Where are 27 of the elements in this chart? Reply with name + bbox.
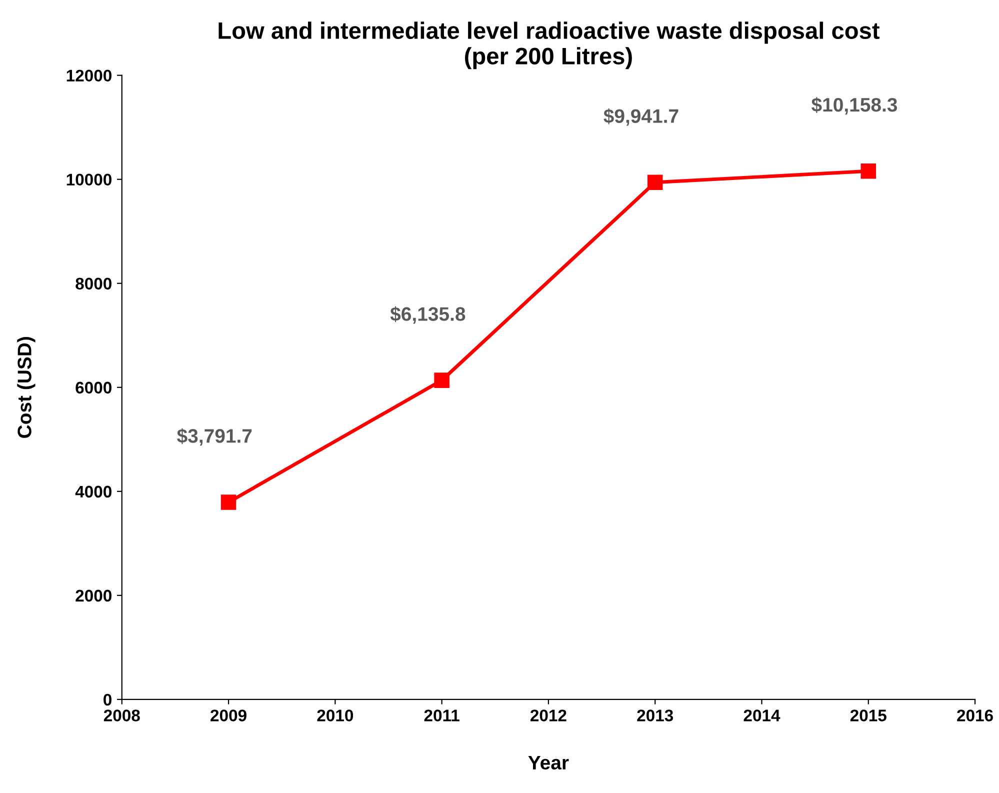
data-label: $9,941.7 <box>604 108 678 126</box>
point <box>220 494 236 510</box>
y-tick-label: 12000 <box>66 70 112 82</box>
y-axis-title: Cost (USD) <box>17 337 36 438</box>
y-tick-label: 6000 <box>76 382 112 394</box>
y-tick-label: 10000 <box>66 174 112 186</box>
data-label: $10,158.3 <box>812 97 898 115</box>
chart-title: Low and intermediate level radioactive waste disposal cost (per 200 Litres) <box>218 22 880 70</box>
x-tick-label: 2013 <box>637 710 674 722</box>
x-tick-label: 2009 <box>210 710 246 722</box>
data-label: $6,135.8 <box>390 306 466 324</box>
x-tick-label: 2010 <box>317 710 354 722</box>
point <box>434 372 450 388</box>
x-tick-label: 2008 <box>104 710 140 722</box>
x-tick-label: 2015 <box>850 710 886 722</box>
y-tick-label: 2000 <box>76 590 112 602</box>
x-tick-label: 2014 <box>744 710 780 722</box>
y-tick-label: 0 <box>104 694 112 706</box>
y-tick-label: 4000 <box>75 486 112 498</box>
x-tick-label: 2011 <box>424 710 460 722</box>
x-tick-label: 2012 <box>530 710 566 722</box>
point <box>860 163 876 179</box>
x-tick-label: 2016 <box>957 710 993 722</box>
x-axis-title: Year <box>528 756 569 770</box>
data-label: $3,791.7 <box>177 428 252 446</box>
y-tick-label: 8000 <box>76 278 112 290</box>
point <box>647 174 663 190</box>
